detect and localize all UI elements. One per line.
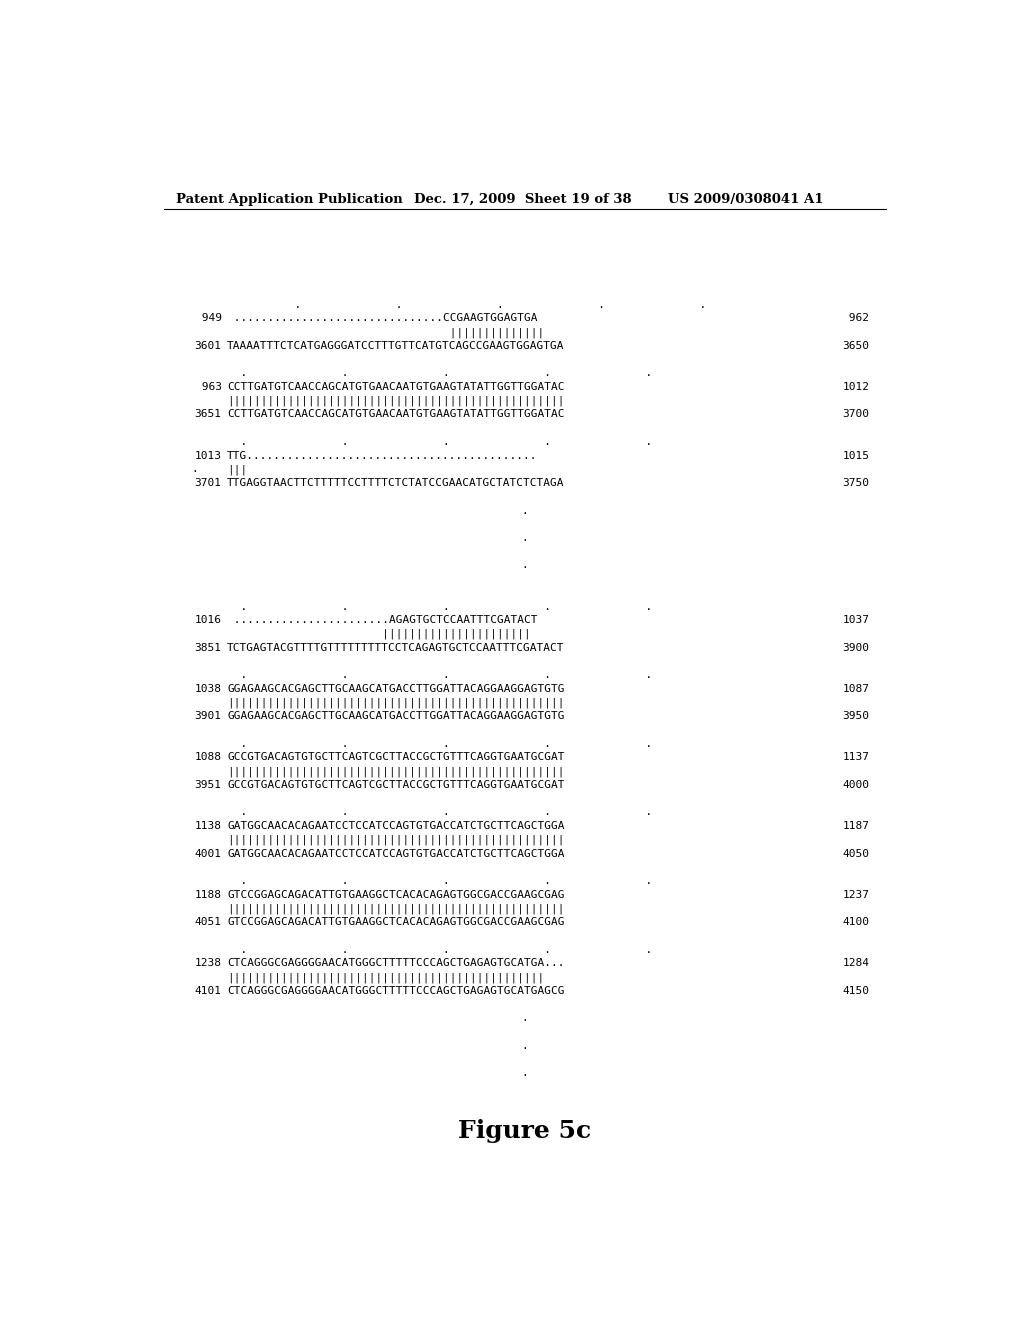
Text: .: . bbox=[521, 1040, 528, 1051]
Text: 3601: 3601 bbox=[195, 341, 221, 351]
Text: 4050: 4050 bbox=[842, 849, 869, 858]
Text: .              .              .              .              .: . . . . . bbox=[227, 437, 652, 447]
Text: 1087: 1087 bbox=[842, 684, 869, 694]
Text: GGAGAAGCACGAGCTTGCAAGCATGACCTTGGATTACAGGAAGGAGTGTG: GGAGAAGCACGAGCTTGCAAGCATGACCTTGGATTACAGG… bbox=[227, 684, 564, 694]
Text: |||||||||||||||||||||||||||||||||||||||||||||||: ||||||||||||||||||||||||||||||||||||||||… bbox=[227, 972, 545, 982]
Text: ||||||||||||||||||||||||||||||||||||||||||||||||||: ||||||||||||||||||||||||||||||||||||||||… bbox=[227, 834, 564, 845]
Text: ||||||||||||||||||||||: |||||||||||||||||||||| bbox=[227, 630, 531, 639]
Text: 962: 962 bbox=[842, 313, 869, 323]
Text: .              .              .              .              .: . . . . . bbox=[227, 300, 707, 310]
Text: 1015: 1015 bbox=[842, 450, 869, 461]
Text: 3950: 3950 bbox=[842, 711, 869, 721]
Text: 1138: 1138 bbox=[195, 821, 221, 832]
Text: GCCGTGACAGTGTGCTTCAGTCGCTTACCGCTGTTTCAGGTGAATGCGAT: GCCGTGACAGTGTGCTTCAGTCGCTTACCGCTGTTTCAGG… bbox=[227, 752, 564, 763]
Text: 3951: 3951 bbox=[195, 780, 221, 789]
Text: .              .              .              .              .: . . . . . bbox=[227, 739, 652, 748]
Text: 3700: 3700 bbox=[842, 409, 869, 420]
Text: US 2009/0308041 A1: US 2009/0308041 A1 bbox=[668, 193, 823, 206]
Text: ||||||||||||||||||||||||||||||||||||||||||||||||||: ||||||||||||||||||||||||||||||||||||||||… bbox=[227, 903, 564, 913]
Text: 4000: 4000 bbox=[842, 780, 869, 789]
Text: .: . bbox=[521, 1014, 528, 1023]
Text: .              .              .              .              .: . . . . . bbox=[227, 671, 652, 680]
Text: 4100: 4100 bbox=[842, 917, 869, 927]
Text: 1012: 1012 bbox=[842, 381, 869, 392]
Text: Figure 5c: Figure 5c bbox=[458, 1119, 592, 1143]
Text: .              .              .              .              .: . . . . . bbox=[227, 945, 652, 954]
Text: 3750: 3750 bbox=[842, 478, 869, 488]
Text: TAAAATTTCTCATGAGGGATCCTTTGTTCATGTCAGCCGAAGTGGAGTGA: TAAAATTTCTCATGAGGGATCCTTTGTTCATGTCAGCCGA… bbox=[227, 341, 564, 351]
Text: GGAGAAGCACGAGCTTGCAAGCATGACCTTGGATTACAGGAAGGAGTGTG: GGAGAAGCACGAGCTTGCAAGCATGACCTTGGATTACAGG… bbox=[227, 711, 564, 721]
Text: 963: 963 bbox=[195, 381, 221, 392]
Text: Patent Application Publication: Patent Application Publication bbox=[176, 193, 402, 206]
Text: Dec. 17, 2009  Sheet 19 of 38: Dec. 17, 2009 Sheet 19 of 38 bbox=[414, 193, 632, 206]
Text: 3900: 3900 bbox=[842, 643, 869, 652]
Text: TCTGAGTACGTTTTGTTTTTTTTTCCTCAGAGTGCTCCAATTTCGATACT: TCTGAGTACGTTTTGTTTTTTTTTCCTCAGAGTGCTCCAA… bbox=[227, 643, 564, 652]
Text: 1188: 1188 bbox=[195, 890, 221, 900]
Text: .: . bbox=[191, 465, 198, 474]
Text: 1016: 1016 bbox=[195, 615, 221, 626]
Text: .: . bbox=[521, 561, 528, 570]
Text: 4101: 4101 bbox=[195, 986, 221, 995]
Text: 1038: 1038 bbox=[195, 684, 221, 694]
Text: ||||||||||||||||||||||||||||||||||||||||||||||||||: ||||||||||||||||||||||||||||||||||||||||… bbox=[227, 697, 564, 708]
Text: TTGAGGTAACTTCTTTTTCCTTTTCTCTATCCGAACATGCTATCTCTAGA: TTGAGGTAACTTCTTTTTCCTTTTCTCTATCCGAACATGC… bbox=[227, 478, 564, 488]
Text: GTCCGGAGCAGACATTGTGAAGGCTCACACAGAGTGGCGACCGAAGCGAG: GTCCGGAGCAGACATTGTGAAGGCTCACACAGAGTGGCGA… bbox=[227, 890, 564, 900]
Text: 1088: 1088 bbox=[195, 752, 221, 763]
Text: .              .              .              .              .: . . . . . bbox=[227, 876, 652, 886]
Text: TTG...........................................: TTG.....................................… bbox=[227, 450, 538, 461]
Text: CTCAGGGCGAGGGGAACATGGGCTTTTTCCCAGCTGAGAGTGCATGAGCG: CTCAGGGCGAGGGGAACATGGGCTTTTTCCCAGCTGAGAG… bbox=[227, 986, 564, 995]
Text: CCTTGATGTCAACCAGCATGTGAACAATGTGAAGTATATTGGTTGGATAC: CCTTGATGTCAACCAGCATGTGAACAATGTGAAGTATATT… bbox=[227, 381, 564, 392]
Text: 3650: 3650 bbox=[842, 341, 869, 351]
Text: 1284: 1284 bbox=[842, 958, 869, 969]
Text: 1137: 1137 bbox=[842, 752, 869, 763]
Text: .: . bbox=[521, 506, 528, 516]
Text: ...............................CCGAAGTGGAGTGA: ...............................CCGAAGTGG… bbox=[227, 313, 538, 323]
Text: CCTTGATGTCAACCAGCATGTGAACAATGTGAAGTATATTGGTTGGATAC: CCTTGATGTCAACCAGCATGTGAACAATGTGAAGTATATT… bbox=[227, 409, 564, 420]
Text: 3851: 3851 bbox=[195, 643, 221, 652]
Text: 1238: 1238 bbox=[195, 958, 221, 969]
Text: .              .              .              .              .: . . . . . bbox=[227, 368, 652, 379]
Text: 3901: 3901 bbox=[195, 711, 221, 721]
Text: .......................AGAGTGCTCCAATTTCGATACT: .......................AGAGTGCTCCAATTTCG… bbox=[227, 615, 538, 626]
Text: 1037: 1037 bbox=[842, 615, 869, 626]
Text: GCCGTGACAGTGTGCTTCAGTCGCTTACCGCTGTTTCAGGTGAATGCGAT: GCCGTGACAGTGTGCTTCAGTCGCTTACCGCTGTTTCAGG… bbox=[227, 780, 564, 789]
Text: CTCAGGGCGAGGGGAACATGGGCTTTTTCCCAGCTGAGAGTGCATGA...: CTCAGGGCGAGGGGAACATGGGCTTTTTCCCAGCTGAGAG… bbox=[227, 958, 564, 969]
Text: 1237: 1237 bbox=[842, 890, 869, 900]
Text: .              .              .              .              .: . . . . . bbox=[227, 808, 652, 817]
Text: .: . bbox=[521, 1068, 528, 1078]
Text: |||: ||| bbox=[227, 465, 248, 475]
Text: 949: 949 bbox=[195, 313, 221, 323]
Text: GATGGCAACACAGAATCCTCCATCCAGTGTGACCATCTGCTTCAGCTGGA: GATGGCAACACAGAATCCTCCATCCAGTGTGACCATCTGC… bbox=[227, 821, 564, 832]
Text: ||||||||||||||||||||||||||||||||||||||||||||||||||: ||||||||||||||||||||||||||||||||||||||||… bbox=[227, 396, 564, 407]
Text: 1013: 1013 bbox=[195, 450, 221, 461]
Text: 4150: 4150 bbox=[842, 986, 869, 995]
Text: 1187: 1187 bbox=[842, 821, 869, 832]
Text: .: . bbox=[521, 533, 528, 543]
Text: 4001: 4001 bbox=[195, 849, 221, 858]
Text: ||||||||||||||||||||||||||||||||||||||||||||||||||: ||||||||||||||||||||||||||||||||||||||||… bbox=[227, 766, 564, 776]
Text: GATGGCAACACAGAATCCTCCATCCAGTGTGACCATCTGCTTCAGCTGGA: GATGGCAACACAGAATCCTCCATCCAGTGTGACCATCTGC… bbox=[227, 849, 564, 858]
Text: .              .              .              .              .: . . . . . bbox=[227, 602, 652, 611]
Text: 4051: 4051 bbox=[195, 917, 221, 927]
Text: ||||||||||||||: |||||||||||||| bbox=[227, 327, 545, 338]
Text: 3701: 3701 bbox=[195, 478, 221, 488]
Text: 3651: 3651 bbox=[195, 409, 221, 420]
Text: GTCCGGAGCAGACATTGTGAAGGCTCACACAGAGTGGCGACCGAAGCGAG: GTCCGGAGCAGACATTGTGAAGGCTCACACAGAGTGGCGA… bbox=[227, 917, 564, 927]
